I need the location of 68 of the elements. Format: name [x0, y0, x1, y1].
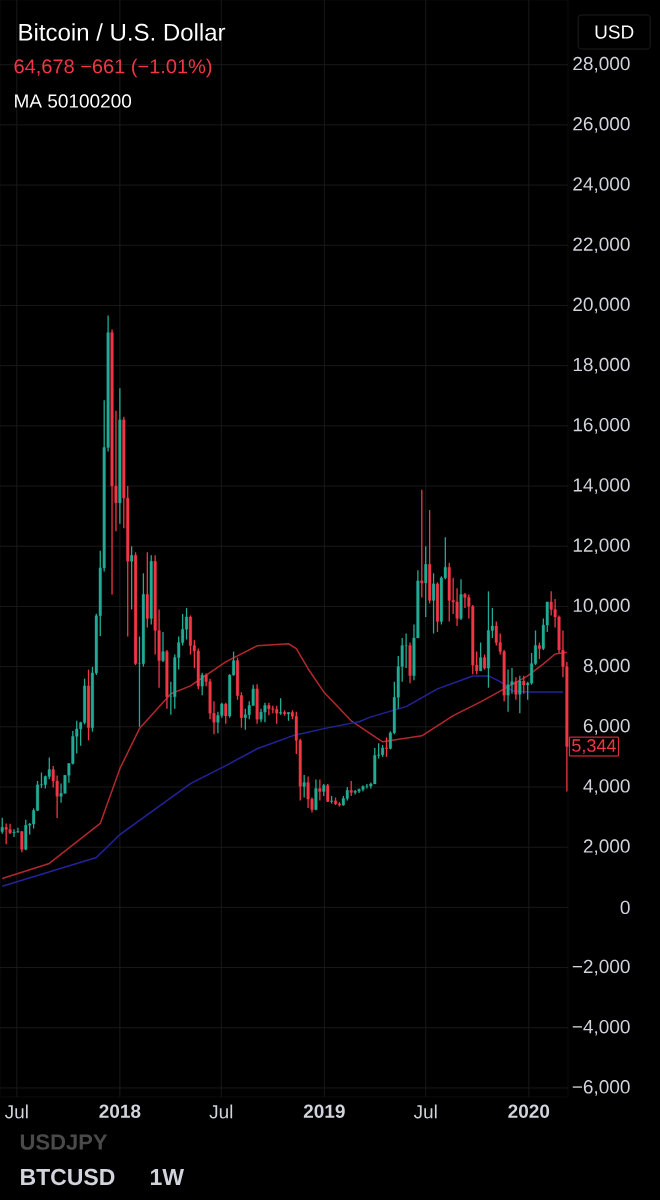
- candlestick: [200, 671, 204, 696]
- y-tick-label: 28,000: [573, 56, 630, 73]
- y-tick-label: 12,000: [573, 538, 630, 555]
- y-tick-label: 10,000: [573, 598, 630, 615]
- annotation: MA 50100200: [15, 94, 132, 108]
- candlestick: [424, 545, 428, 618]
- candlestick: [83, 678, 87, 726]
- candlestick: [149, 554, 153, 626]
- text: Bitcoin / U.S. Dollar: [19, 23, 226, 41]
- x-tick-label: 2020: [508, 1104, 550, 1118]
- candlestick: [188, 614, 192, 656]
- candlestick: [365, 783, 369, 790]
- y-tick-label: 26,000: [573, 117, 630, 133]
- y-tick-label: 24,000: [573, 177, 630, 193]
- x-tick-label: Jul: [209, 1104, 233, 1119]
- candlestick: [428, 509, 432, 605]
- x-tick-label: 2018: [99, 1104, 141, 1118]
- candlestick: [24, 819, 28, 851]
- candlestick: [435, 581, 439, 633]
- x-tick-label: 2019: [303, 1104, 345, 1118]
- y-tick-label: 4,000: [583, 779, 630, 795]
- y-tick-label: −4,000: [572, 1019, 630, 1036]
- candlestick: [334, 796, 338, 806]
- y-tick-label: 6,000: [583, 718, 630, 735]
- candlestick: [518, 674, 522, 714]
- candlestick: [385, 736, 388, 758]
- text: USDJPY: [20, 1134, 108, 1150]
- y-tick-label: 14,000: [573, 478, 630, 494]
- text: BTCUSD: [21, 1168, 115, 1186]
- candlestick: [318, 778, 322, 802]
- candlestick: [20, 830, 24, 853]
- text: 1W: [150, 1169, 185, 1185]
- y-tick-label: 0: [620, 900, 630, 915]
- y-tick-label: −2,000: [572, 959, 630, 976]
- candlestick: [326, 783, 330, 803]
- candlestick: [353, 789, 357, 796]
- candlestick: [243, 708, 247, 731]
- annotation: 5,344: [572, 739, 616, 754]
- candlestick: [224, 702, 228, 725]
- line-series: [1, 675, 564, 888]
- candlestick: [12, 828, 16, 838]
- text: USD: [595, 25, 634, 39]
- y-tick-label: 8,000: [583, 658, 630, 675]
- candlestick: [522, 674, 526, 695]
- candlestick: [357, 787, 361, 794]
- candlestick: [16, 826, 20, 834]
- y-tick-label: 22,000: [573, 237, 630, 254]
- candlestick: [447, 562, 451, 623]
- line-series: [1, 642, 568, 880]
- x-tick-label: Jul: [4, 1104, 28, 1119]
- candlestick: [420, 489, 424, 599]
- candlestick: [486, 590, 490, 689]
- y-tick-label: −6,000: [572, 1080, 630, 1096]
- candlestick: [302, 774, 306, 799]
- candlestick: [130, 545, 134, 611]
- candlestick: [134, 551, 138, 666]
- candlestick: [479, 641, 483, 672]
- candlestick: [286, 711, 290, 722]
- x-tick-label: Jul: [413, 1104, 437, 1119]
- y-tick-label: 2,000: [583, 839, 630, 856]
- candlestick: [4, 822, 8, 845]
- text: 64,678 −661 (−1.01%): [14, 58, 212, 78]
- candlestick: [373, 747, 377, 785]
- y-tick-label: 20,000: [573, 297, 630, 314]
- candlestick: [275, 705, 279, 725]
- y-tick-label: 16,000: [573, 417, 630, 434]
- y-tick-label: 18,000: [573, 357, 630, 374]
- candlestick: [145, 551, 149, 629]
